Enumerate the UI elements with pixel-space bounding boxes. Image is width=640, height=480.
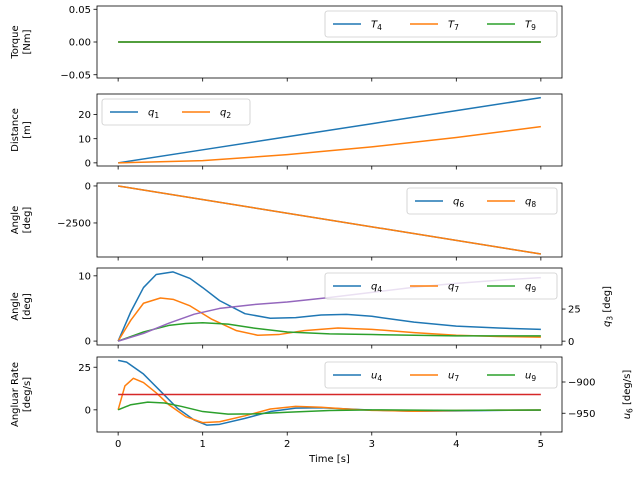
y-tick-label: 20 [78, 110, 91, 121]
y-tick-label: 0.00 [69, 38, 91, 49]
legend-label-T4: T4 [371, 20, 382, 33]
legend-label-q4: q4 [371, 282, 382, 295]
legend-label-q7: q7 [448, 282, 459, 295]
subplot-1: −0.05 0.00 0.05 Torque [Nm] T4 T7 T9 [10, 5, 563, 82]
legend-frame [324, 361, 558, 389]
legend-label-T9: T9 [525, 20, 536, 33]
x-tick-label: 4 [453, 439, 459, 450]
y-axis-label: Angle [10, 206, 21, 234]
subplot-3: 0 −2500 Angle [deg] q6 q8 [10, 182, 563, 261]
legend-label-q8: q8 [525, 197, 536, 210]
x-tick-label: 2 [284, 439, 290, 450]
y-right-tick-label: −900 [568, 378, 595, 389]
axes-frame [96, 267, 563, 346]
y-tick-label: −0.05 [60, 70, 91, 81]
y-tick-label: 0 [85, 337, 91, 348]
series-line-q4 [117, 271, 541, 342]
legend-label-u7: u7 [448, 371, 459, 384]
y-tick-label: 0 [85, 405, 91, 416]
legend: T4 T7 T9 [324, 10, 558, 38]
y-tick-label: −2500 [57, 219, 91, 230]
legend: q4 q7 q9 [324, 272, 558, 300]
legend: q6 q8 [406, 187, 558, 215]
y-axis-label: Angluar Rate [10, 362, 21, 427]
series-line-q2 [118, 125, 541, 164]
y-axis-label: [deg/s] [22, 377, 33, 412]
subplot-4: 0 10 Angle [deg] 0 25 q3 [deg] q4 q7 q9 [10, 267, 615, 349]
legend-label-T7: T7 [448, 20, 459, 33]
series-line-q1 [118, 96, 541, 164]
axes-frame [96, 182, 563, 258]
y-tick-label: 0.05 [69, 5, 91, 16]
y-right-tick-label: 25 [568, 305, 581, 316]
legend-label-q9: q9 [525, 282, 536, 295]
y-tick-label: 0 [85, 158, 91, 169]
series-line-q7 [117, 297, 541, 342]
y-axis-label: [deg] [22, 207, 33, 234]
y-tick-label: 0 [85, 182, 91, 193]
y-right-tick-label: −950 [568, 409, 595, 420]
y-axis-label: Angle [10, 292, 21, 320]
legend-frame [406, 187, 558, 215]
y-right-axis-label: q3 [deg] [602, 286, 615, 327]
y-axis-label: Distance [10, 108, 21, 152]
y-right-tick-label: 0 [568, 337, 574, 348]
legend-label-q6: q6 [453, 197, 464, 210]
x-tick-label: 1 [199, 439, 205, 450]
series-line-u9 [117, 401, 541, 415]
legend-label-u4: u4 [371, 371, 382, 384]
y-tick-label: 25 [78, 363, 91, 374]
axes-frame [96, 93, 563, 167]
y-axis-label: [deg] [22, 293, 33, 320]
y-tick-label: 10 [78, 271, 91, 282]
y-axis-label: Torque [10, 25, 21, 59]
y-tick-label: 10 [78, 134, 91, 145]
y-axis-label: [Nm] [22, 29, 33, 54]
series-line-u7 [117, 377, 541, 424]
y-right-axis-label: u6 [deg/s] [622, 370, 635, 420]
legend-frame [324, 272, 558, 300]
legend: q1 q2 [101, 98, 251, 126]
legend-frame [101, 98, 251, 126]
series-line-q9 [117, 322, 541, 342]
legend-label-q1: q1 [148, 108, 159, 121]
subplot-5: 0 1 2 3 4 5 Time [s] 0 25 Angluar Rate [deg/s] −950… [10, 356, 635, 465]
legend-frame [324, 10, 558, 38]
y-axis-label: [m] [22, 121, 33, 139]
legend-label-q2: q2 [220, 108, 231, 121]
legend-label-u9: u9 [525, 371, 536, 384]
axes-frame [96, 356, 563, 433]
legend: u4 u7 u9 [324, 361, 558, 389]
x-tick-label: 3 [369, 439, 375, 450]
x-tick-label: 5 [538, 439, 544, 450]
series-line-q8 [118, 185, 541, 255]
x-tick-label: 0 [115, 439, 121, 450]
x-axis-label: Time [s] [308, 454, 350, 465]
subplot-2: 0 10 20 Distance [m] q1 q2 [10, 93, 563, 170]
